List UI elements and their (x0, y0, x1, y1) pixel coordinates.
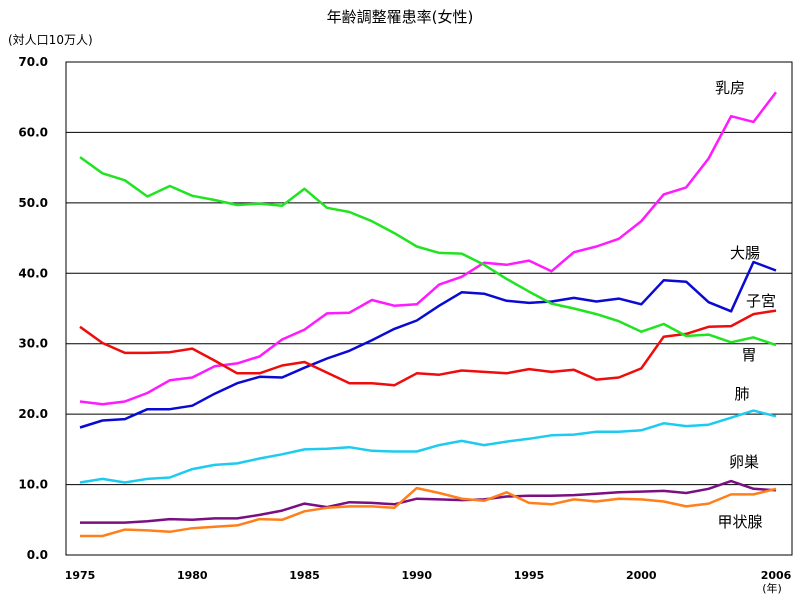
x-tick-label: 1980 (177, 569, 208, 582)
x-unit-label: (年) (762, 581, 782, 595)
chart-title: 年齢調整罹患率(女性) (327, 8, 474, 26)
y-tick-label: 10.0 (18, 478, 48, 492)
y-tick-label: 0.0 (27, 548, 48, 562)
y-tick-label: 30.0 (18, 337, 48, 351)
x-axis-ticks: 1975 1980 1985 1990 1995 2000 2006 (65, 569, 792, 582)
x-tick-label: 2000 (626, 569, 657, 582)
y-tick-label: 50.0 (18, 196, 48, 210)
series-line-0 (79, 91, 777, 406)
series-lines (79, 91, 777, 538)
y-tick-label: 20.0 (18, 407, 48, 421)
series-label: 卵巣 (729, 453, 759, 471)
series-label: 大腸 (730, 244, 760, 262)
y-tick-label: 40.0 (18, 266, 48, 280)
y-axis-ticks: 0.0 10.0 20.0 30.0 40.0 50.0 60.0 70.0 (18, 55, 48, 562)
x-tick-label: 1990 (401, 569, 432, 582)
series-line-3 (79, 156, 777, 347)
series-label: 子宮 (746, 292, 776, 310)
x-tick-label: 1995 (514, 569, 545, 582)
series-label: 乳房 (715, 79, 745, 97)
series-line-5 (80, 479, 777, 524)
series-label: 甲状腺 (717, 513, 762, 531)
x-tick-label: 1985 (289, 569, 320, 582)
series-label: 胃 (741, 346, 756, 364)
x-tick-label: 1975 (65, 569, 96, 582)
series-line-4 (79, 409, 777, 484)
series-line-6 (80, 486, 777, 538)
y-unit-label: (対人口10万人) (8, 33, 93, 47)
series-label: 肺 (734, 385, 749, 403)
y-tick-label: 70.0 (18, 55, 48, 69)
y-tick-label: 60.0 (18, 125, 48, 139)
series-line-2 (79, 309, 777, 387)
x-tick-label: 2006 (761, 569, 792, 582)
plot-frame (65, 61, 793, 556)
series-line-1 (79, 260, 777, 429)
gridlines (66, 131, 792, 486)
